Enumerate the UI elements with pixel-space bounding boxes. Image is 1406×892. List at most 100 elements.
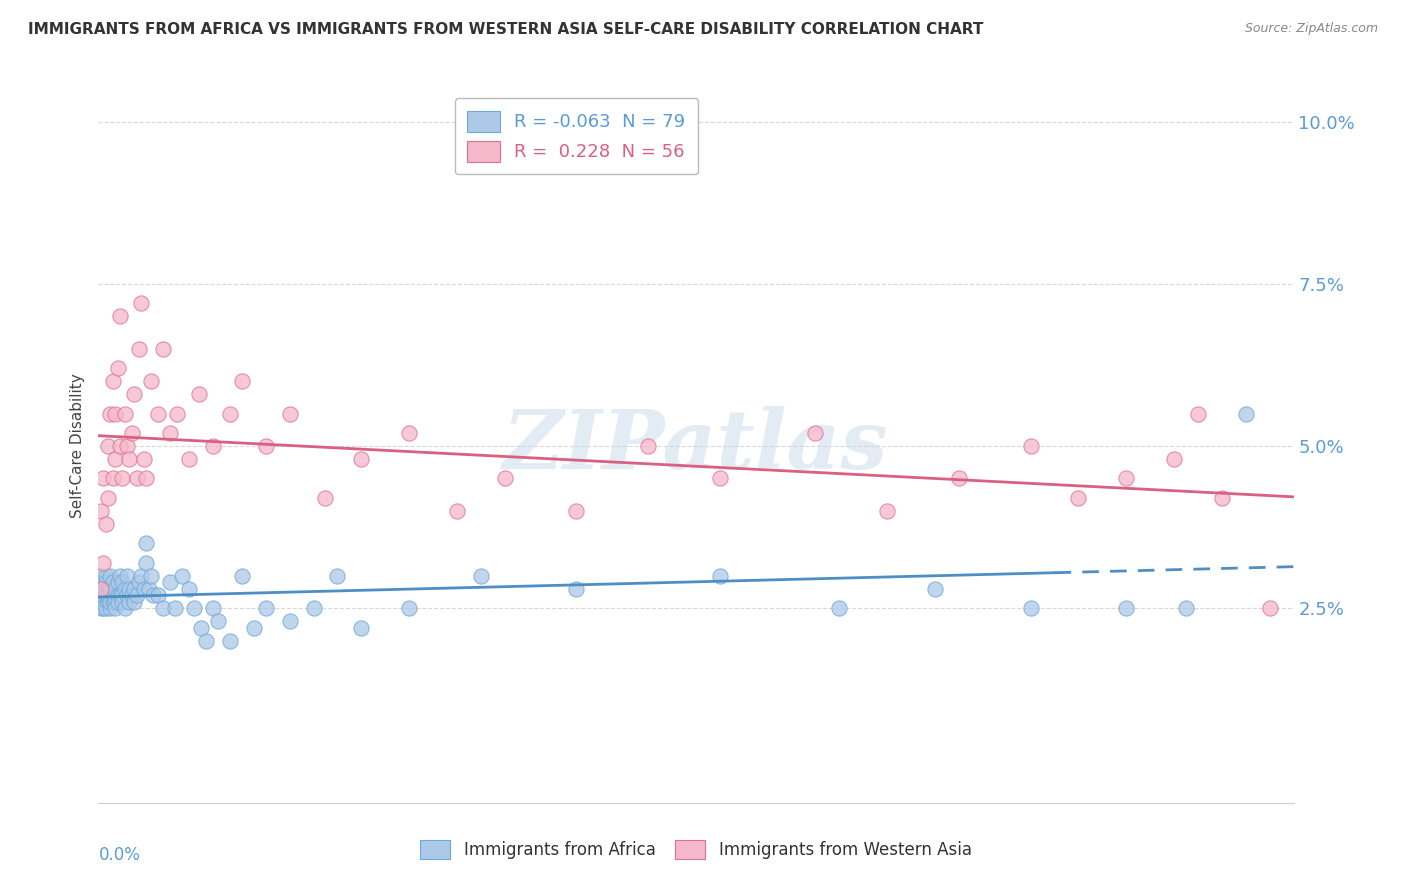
Point [101,595,124,609]
Text: ZIPatlas: ZIPatlas [503,406,889,486]
Point [91,601,114,615]
Point [91,582,114,596]
Point [115,568,138,582]
Point [118,595,141,609]
Point [97,582,120,596]
Point [1115,471,1137,485]
Point [804,425,827,440]
Point [219,407,242,421]
Point [876,504,898,518]
Point [125,588,148,602]
Point [302,601,325,615]
Point [565,504,588,518]
Point [94,568,117,582]
Point [278,407,301,421]
Point [111,595,134,609]
Point [183,601,205,615]
Point [350,452,373,467]
Point [114,407,136,421]
Text: 0.0%: 0.0% [98,846,141,863]
Point [565,582,588,596]
Point [131,296,153,310]
Point [121,425,143,440]
Point [163,601,186,615]
Point [1067,491,1090,505]
Point [91,471,114,485]
Point [124,387,146,401]
Point [111,575,134,590]
Point [107,588,129,602]
Point [254,601,277,615]
Point [128,575,150,590]
Point [101,575,124,590]
Point [104,407,127,421]
Point [90,601,112,615]
Point [107,595,129,609]
Point [135,536,157,550]
Y-axis label: Self-Care Disability: Self-Care Disability [69,374,84,518]
Point [104,601,127,615]
Text: Source: ZipAtlas.com: Source: ZipAtlas.com [1244,22,1378,36]
Point [90,568,112,582]
Point [104,595,127,609]
Point [121,588,143,602]
Point [131,568,153,582]
Point [148,588,170,602]
Point [135,471,157,485]
Point [114,601,136,615]
Point [101,374,124,388]
Point [139,568,162,582]
Point [1234,407,1257,421]
Point [108,439,131,453]
Point [111,471,134,485]
Point [166,407,188,421]
Point [138,582,160,596]
Point [91,556,114,570]
Point [924,582,946,596]
Point [1211,491,1233,505]
Point [179,452,201,467]
Point [1115,601,1137,615]
Point [190,621,212,635]
Point [202,601,225,615]
Point [637,439,659,453]
Text: IMMIGRANTS FROM AFRICA VS IMMIGRANTS FROM WESTERN ASIA SELF-CARE DISABILITY CORR: IMMIGRANTS FROM AFRICA VS IMMIGRANTS FRO… [28,22,983,37]
Point [90,504,112,518]
Point [124,595,146,609]
Point [104,452,127,467]
Point [202,439,225,453]
Point [90,582,112,596]
Point [1258,601,1281,615]
Point [142,588,165,602]
Point [159,425,181,440]
Point [470,568,492,582]
Point [446,504,468,518]
Point [398,425,420,440]
Point [326,568,349,582]
Point [94,588,117,602]
Point [1175,601,1198,615]
Point [98,407,122,421]
Point [350,621,373,635]
Point [108,310,131,324]
Point [139,374,162,388]
Point [179,582,201,596]
Point [108,568,131,582]
Point [98,601,122,615]
Point [111,588,134,602]
Point [108,588,131,602]
Point [152,342,174,356]
Point [278,614,301,628]
Point [104,582,127,596]
Point [107,575,129,590]
Point [94,516,117,531]
Point [101,471,124,485]
Point [97,491,120,505]
Point [172,568,194,582]
Point [118,452,141,467]
Point [207,614,229,628]
Point [125,471,148,485]
Point [107,361,129,376]
Point [709,568,731,582]
Point [135,556,157,570]
